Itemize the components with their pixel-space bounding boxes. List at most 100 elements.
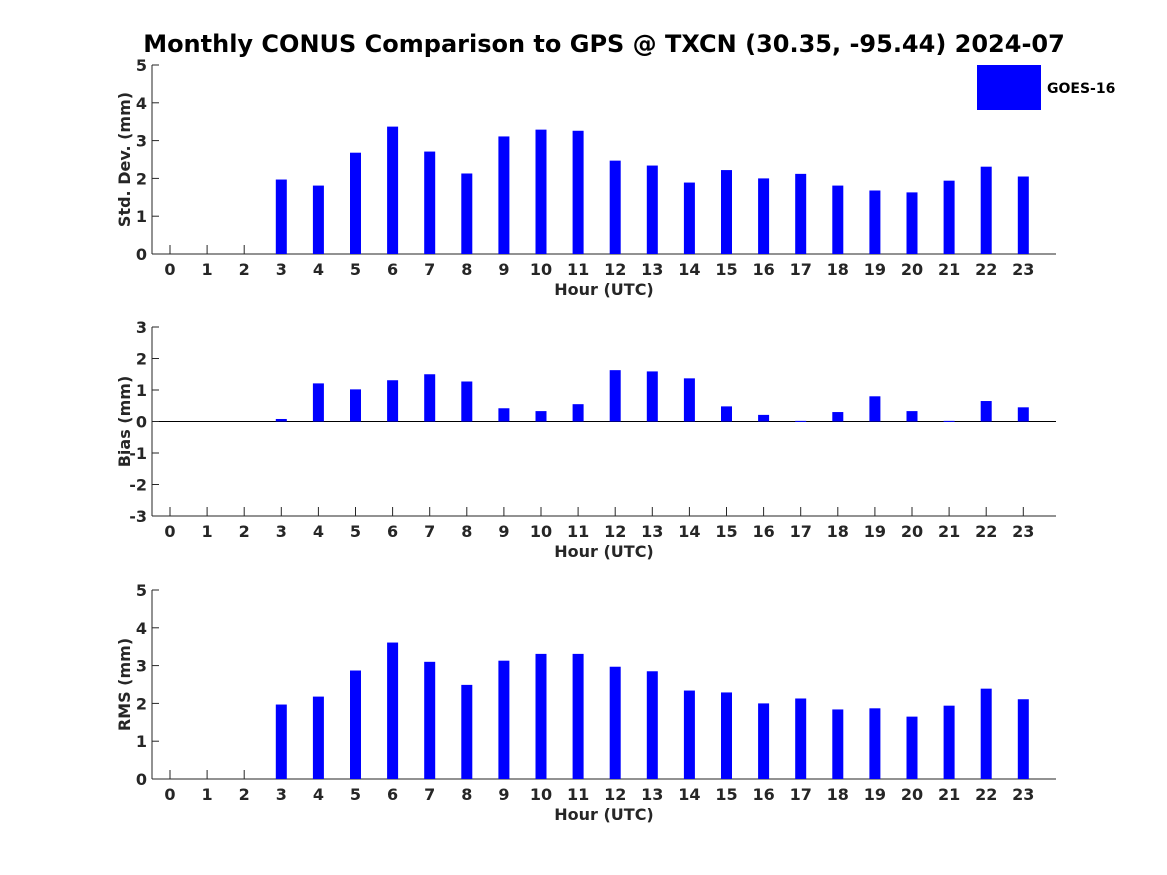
rms-x-tick-label: 14 bbox=[678, 785, 700, 804]
bias-bar-hour-10 bbox=[535, 411, 547, 422]
std-dev-bar-hour-10 bbox=[535, 129, 547, 254]
bias-x-tick-label: 13 bbox=[641, 522, 663, 541]
bias-bar-hour-15 bbox=[721, 406, 732, 422]
std-dev-y-axis-label: Std. Dev. (mm) bbox=[115, 92, 134, 227]
rms-bar-hour-19 bbox=[869, 708, 881, 779]
std-dev-x-tick-label: 8 bbox=[461, 260, 472, 279]
std-dev-bar-hour-3 bbox=[275, 179, 287, 254]
std-dev-bar-hour-6 bbox=[387, 126, 399, 254]
rms-x-tick-label: 23 bbox=[1012, 785, 1034, 804]
rms-bar-hour-23 bbox=[1017, 699, 1029, 779]
rms-bar-hour-10 bbox=[535, 653, 547, 779]
std-dev-x-tick-label: 4 bbox=[313, 260, 324, 279]
std-dev-x-tick-label: 5 bbox=[350, 260, 361, 279]
std-dev-bar-hour-8 bbox=[461, 173, 473, 254]
bias-x-tick-label: 8 bbox=[461, 522, 472, 541]
bias-x-tick-label: 16 bbox=[752, 522, 774, 541]
bias-bar-hour-13 bbox=[646, 371, 658, 422]
bias-x-tick-label: 1 bbox=[202, 522, 213, 541]
bias-x-tick-label: 18 bbox=[827, 522, 849, 541]
std-dev-bar-hour-17 bbox=[795, 173, 807, 254]
rms-x-tick-label: 5 bbox=[350, 785, 361, 804]
rms-x-tick-label: 7 bbox=[424, 785, 435, 804]
std-dev-x-tick-label: 10 bbox=[530, 260, 552, 279]
bias-x-tick-label: 3 bbox=[276, 522, 287, 541]
bias-bar-hour-12 bbox=[609, 370, 621, 422]
std-dev-bar-hour-23 bbox=[1017, 176, 1029, 254]
std-dev-bar-hour-20 bbox=[906, 192, 918, 254]
rms-x-tick-label: 2 bbox=[239, 785, 250, 804]
std-dev-bar-hour-22 bbox=[980, 166, 992, 254]
std-dev-x-tick-label: 23 bbox=[1012, 260, 1034, 279]
std-dev-x-tick-label: 7 bbox=[424, 260, 435, 279]
std-dev-y-tick-label: 5 bbox=[136, 56, 147, 75]
std-dev-x-tick-label: 9 bbox=[498, 260, 509, 279]
rms-bar-hour-18 bbox=[832, 709, 844, 779]
bias-bar-hour-18 bbox=[832, 412, 844, 422]
rms-bar-hour-4 bbox=[312, 696, 324, 779]
rms-x-tick-label: 17 bbox=[790, 785, 812, 804]
std-dev-x-tick-label: 0 bbox=[164, 260, 175, 279]
std-dev-x-tick-label: 22 bbox=[975, 260, 997, 279]
std-dev-x-axis-label: Hour (UTC) bbox=[554, 280, 654, 299]
bias-bar-hour-6 bbox=[387, 380, 399, 422]
std-dev-bar-hour-18 bbox=[832, 185, 844, 254]
bias-y-tick-label: -3 bbox=[129, 507, 147, 526]
rms-bar-hour-13 bbox=[646, 671, 658, 779]
rms-bar-hour-12 bbox=[609, 666, 621, 779]
std-dev-x-tick-label: 3 bbox=[276, 260, 287, 279]
std-dev-bar-hour-11 bbox=[572, 130, 584, 254]
bias-x-tick-label: 6 bbox=[387, 522, 398, 541]
bias-y-tick-label: -1 bbox=[129, 444, 147, 463]
bias-x-tick-label: 22 bbox=[975, 522, 997, 541]
rms-x-tick-label: 0 bbox=[164, 785, 175, 804]
bias-y-tick-label: 3 bbox=[136, 318, 147, 337]
std-dev-x-tick-label: 14 bbox=[678, 260, 700, 279]
bias-bar-hour-23 bbox=[1017, 407, 1029, 422]
bias-x-tick-label: 12 bbox=[604, 522, 626, 541]
rms-bar-hour-3 bbox=[275, 704, 287, 779]
bias-y-axis-label: Bias (mm) bbox=[115, 376, 134, 468]
rms-y-tick-label: 3 bbox=[136, 657, 147, 676]
bias-bar-hour-22 bbox=[980, 401, 992, 422]
std-dev-x-tick-label: 11 bbox=[567, 260, 589, 279]
rms-x-tick-label: 8 bbox=[461, 785, 472, 804]
rms-x-tick-label: 9 bbox=[498, 785, 509, 804]
std-dev-x-tick-label: 12 bbox=[604, 260, 626, 279]
std-dev-x-tick-label: 6 bbox=[387, 260, 398, 279]
std-dev-x-tick-label: 1 bbox=[202, 260, 213, 279]
bias-bar-hour-11 bbox=[572, 404, 584, 422]
rms-x-tick-label: 1 bbox=[202, 785, 213, 804]
rms-bar-hour-15 bbox=[721, 692, 732, 779]
legend-label: GOES-16 bbox=[1047, 81, 1115, 97]
bias-x-tick-label: 15 bbox=[715, 522, 737, 541]
std-dev-y-tick-label: 1 bbox=[136, 207, 147, 226]
std-dev-bar-hour-5 bbox=[350, 152, 361, 254]
rms-bar-hour-8 bbox=[461, 684, 473, 779]
std-dev-bar-hour-16 bbox=[758, 178, 770, 254]
rms-x-tick-label: 6 bbox=[387, 785, 398, 804]
bias-bar-hour-8 bbox=[461, 381, 473, 422]
rms-bar-hour-5 bbox=[350, 670, 361, 779]
rms-x-tick-label: 18 bbox=[827, 785, 849, 804]
bias-x-tick-label: 21 bbox=[938, 522, 960, 541]
std-dev-y-tick-label: 0 bbox=[136, 245, 147, 264]
rms-x-tick-label: 19 bbox=[864, 785, 886, 804]
std-dev-x-tick-label: 2 bbox=[239, 260, 250, 279]
rms-y-tick-label: 1 bbox=[136, 732, 147, 751]
rms-x-tick-label: 4 bbox=[313, 785, 324, 804]
std-dev-bar-hour-15 bbox=[721, 170, 732, 254]
rms-bar-hour-7 bbox=[424, 661, 436, 779]
bias-x-tick-label: 5 bbox=[350, 522, 361, 541]
bias-x-axis-label: Hour (UTC) bbox=[554, 542, 654, 561]
rms-bar-hour-6 bbox=[387, 642, 399, 779]
legend-swatch bbox=[977, 65, 1041, 110]
bias-x-tick-label: 10 bbox=[530, 522, 552, 541]
bias-x-tick-label: 20 bbox=[901, 522, 923, 541]
std-dev-x-tick-label: 17 bbox=[790, 260, 812, 279]
rms-x-tick-label: 10 bbox=[530, 785, 552, 804]
